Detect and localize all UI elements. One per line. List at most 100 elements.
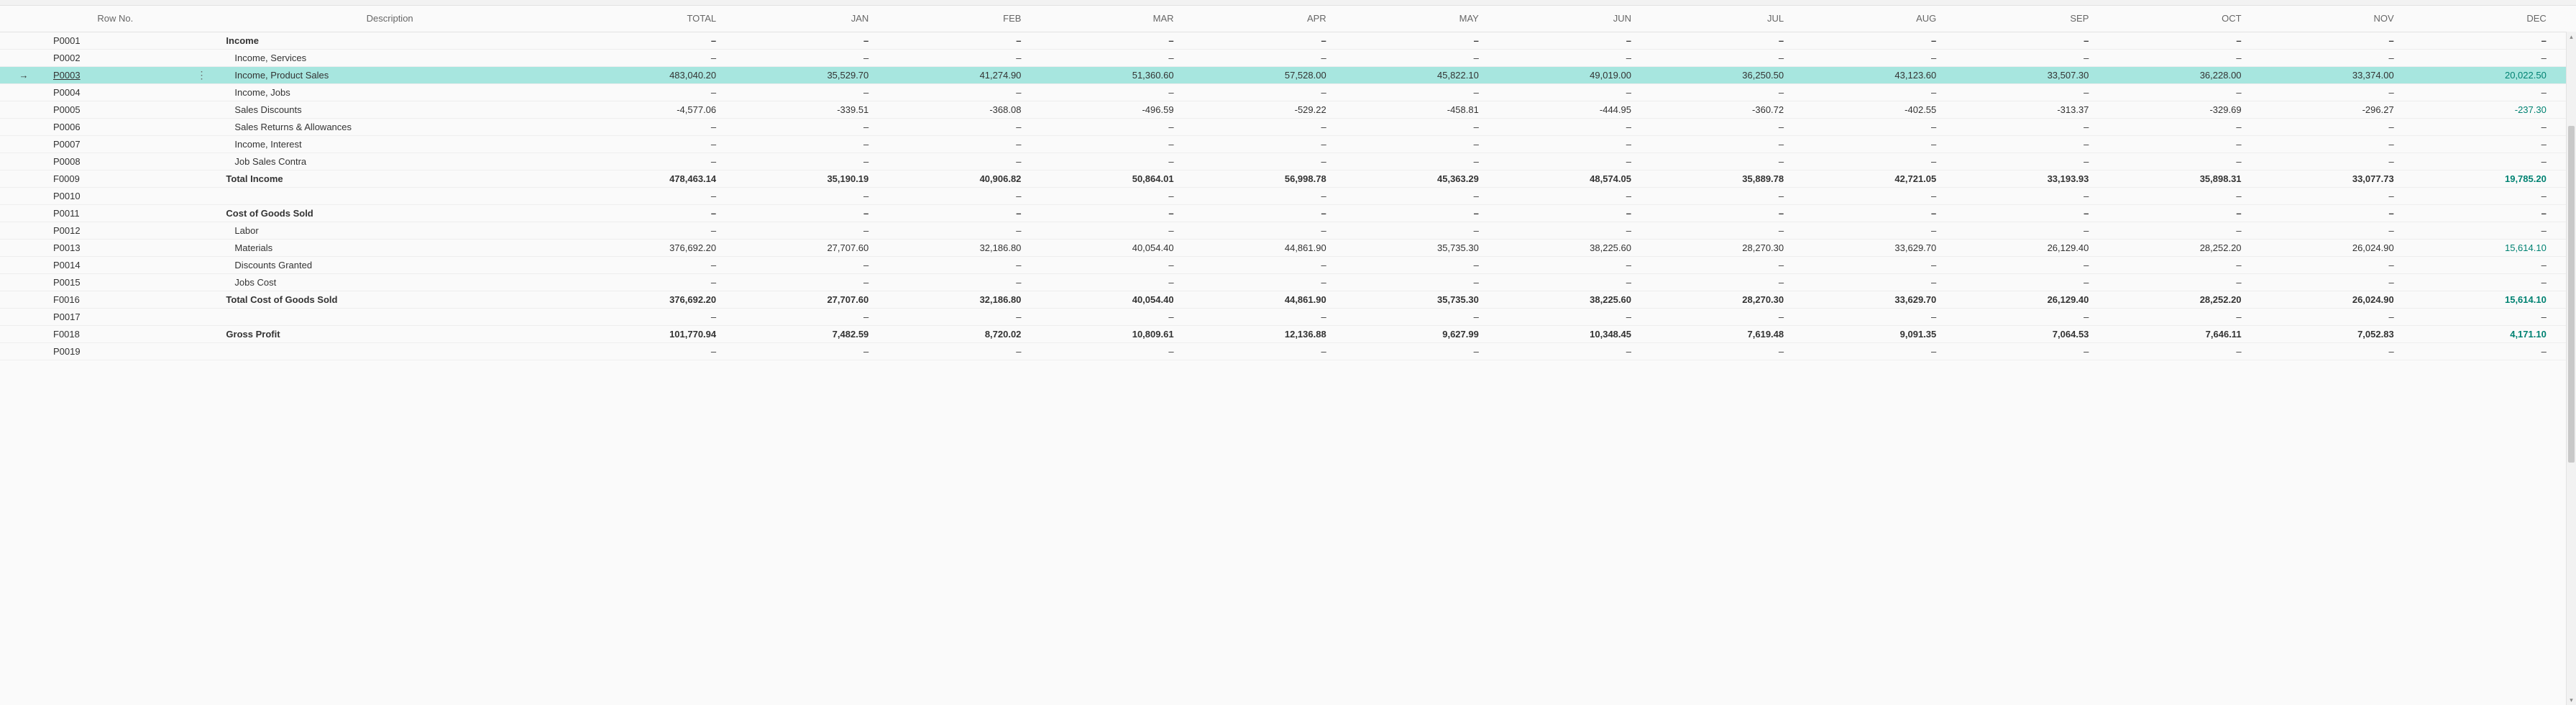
row-number[interactable]: P0015 — [47, 273, 183, 291]
cell-month[interactable]: – — [2094, 83, 2247, 101]
row-actions-menu-icon[interactable] — [183, 256, 221, 273]
cell-month[interactable]: 10,809.61 — [1027, 325, 1179, 342]
cell-month[interactable]: – — [2400, 273, 2552, 291]
table-row[interactable]: P0015Jobs Cost––––––––––––– — [0, 273, 2576, 291]
cell-month[interactable]: – — [2247, 83, 2400, 101]
cell-month[interactable]: 35,898.31 — [2094, 170, 2247, 187]
row-description[interactable]: Sales Discounts — [220, 101, 559, 118]
cell-month[interactable]: – — [1180, 49, 1332, 66]
cell-total[interactable]: – — [559, 342, 722, 360]
cell-month[interactable]: – — [1789, 222, 1942, 239]
cell-total[interactable]: 376,692.20 — [559, 239, 722, 256]
cell-month[interactable]: – — [1485, 83, 1637, 101]
cell-month[interactable]: – — [1637, 49, 1789, 66]
cell-month[interactable]: – — [722, 273, 874, 291]
cell-month[interactable]: 7,052.83 — [2247, 325, 2400, 342]
cell-month[interactable]: 32,186.80 — [874, 239, 1027, 256]
cell-month[interactable]: -402.55 — [1789, 101, 1942, 118]
cell-month[interactable]: -529.22 — [1180, 101, 1332, 118]
cell-month[interactable]: 35,529.70 — [722, 66, 874, 83]
cell-month[interactable]: 33,374.00 — [2247, 66, 2400, 83]
header-aug[interactable]: AUG — [1789, 6, 1942, 32]
cell-month[interactable]: – — [2400, 49, 2552, 66]
header-total[interactable]: TOTAL — [559, 6, 722, 32]
cell-month[interactable]: – — [722, 153, 874, 170]
row-description[interactable]: Jobs Cost — [220, 273, 559, 291]
cell-month[interactable]: – — [1180, 135, 1332, 153]
cell-month[interactable]: 35,190.19 — [722, 170, 874, 187]
row-number-link[interactable]: P0019 — [53, 346, 81, 357]
cell-month[interactable]: – — [1332, 83, 1485, 101]
row-number-link[interactable]: P0012 — [53, 225, 81, 236]
cell-month[interactable]: – — [1027, 308, 1179, 325]
table-row[interactable]: P0014Discounts Granted––––––––––––– — [0, 256, 2576, 273]
cell-month[interactable]: 43,123.60 — [1789, 66, 1942, 83]
row-number-link[interactable]: P0014 — [53, 260, 81, 270]
cell-month[interactable]: – — [2247, 118, 2400, 135]
row-description[interactable]: Discounts Granted — [220, 256, 559, 273]
cell-month[interactable]: – — [2247, 187, 2400, 204]
cell-month[interactable]: – — [874, 342, 1027, 360]
row-number[interactable]: P0013 — [47, 239, 183, 256]
cell-month[interactable]: 33,629.70 — [1789, 291, 1942, 308]
cell-month[interactable]: 45,363.29 — [1332, 170, 1485, 187]
cell-month[interactable]: – — [874, 118, 1027, 135]
cell-month[interactable]: -360.72 — [1637, 101, 1789, 118]
cell-month[interactable]: – — [1027, 273, 1179, 291]
row-number[interactable]: F0018 — [47, 325, 183, 342]
cell-total[interactable]: 101,770.94 — [559, 325, 722, 342]
cell-month[interactable]: – — [1789, 204, 1942, 222]
cell-month[interactable]: 44,861.90 — [1180, 291, 1332, 308]
cell-month[interactable]: – — [1637, 222, 1789, 239]
table-row[interactable]: P0011Cost of Goods Sold––––––––––––– — [0, 204, 2576, 222]
scroll-thumb[interactable] — [2568, 126, 2575, 463]
cell-month[interactable]: 38,225.60 — [1485, 291, 1637, 308]
table-row[interactable]: P0002Income, Services––––––––––––– — [0, 49, 2576, 66]
row-description[interactable] — [220, 308, 559, 325]
cell-month[interactable]: – — [1332, 118, 1485, 135]
cell-month[interactable]: – — [2247, 273, 2400, 291]
cell-month[interactable]: – — [2094, 204, 2247, 222]
row-number[interactable]: P0011 — [47, 204, 183, 222]
cell-month[interactable]: 20,022.50 — [2400, 66, 2552, 83]
cell-month[interactable]: -444.95 — [1485, 101, 1637, 118]
header-may[interactable]: MAY — [1332, 6, 1485, 32]
scroll-up-arrow-icon[interactable]: ▴ — [2567, 32, 2576, 42]
cell-month[interactable]: – — [1789, 273, 1942, 291]
cell-month[interactable]: – — [2400, 187, 2552, 204]
cell-total[interactable]: – — [559, 204, 722, 222]
cell-month[interactable]: – — [1485, 118, 1637, 135]
cell-month[interactable]: -339.51 — [722, 101, 874, 118]
cell-total[interactable]: 483,040.20 — [559, 66, 722, 83]
cell-month[interactable]: – — [1637, 204, 1789, 222]
cell-month[interactable]: 33,507.30 — [1942, 66, 2094, 83]
header-apr[interactable]: APR — [1180, 6, 1332, 32]
cell-total[interactable]: 478,463.14 — [559, 170, 722, 187]
cell-total[interactable]: – — [559, 222, 722, 239]
cell-month[interactable]: – — [1180, 308, 1332, 325]
cell-month[interactable]: – — [1180, 118, 1332, 135]
cell-month[interactable]: – — [1637, 273, 1789, 291]
cell-month[interactable]: 26,129.40 — [1942, 291, 2094, 308]
cell-month[interactable]: – — [2400, 204, 2552, 222]
row-description[interactable]: Gross Profit — [220, 325, 559, 342]
cell-month[interactable]: – — [1027, 204, 1179, 222]
header-description[interactable]: Description — [220, 6, 559, 32]
row-actions-menu-icon[interactable] — [183, 170, 221, 187]
cell-month[interactable]: – — [1942, 222, 2094, 239]
row-actions-menu-icon[interactable] — [183, 222, 221, 239]
cell-month[interactable]: 40,054.40 — [1027, 239, 1179, 256]
cell-month[interactable]: – — [1180, 273, 1332, 291]
cell-month[interactable]: 26,024.90 — [2247, 291, 2400, 308]
cell-month[interactable]: – — [722, 32, 874, 49]
cell-month[interactable]: – — [2094, 256, 2247, 273]
cell-month[interactable]: – — [874, 222, 1027, 239]
row-number-link[interactable]: P0005 — [53, 104, 81, 115]
cell-month[interactable]: – — [722, 118, 874, 135]
cell-month[interactable]: – — [1789, 135, 1942, 153]
cell-month[interactable]: – — [1332, 342, 1485, 360]
table-row[interactable]: F0018Gross Profit101,770.947,482.598,720… — [0, 325, 2576, 342]
cell-month[interactable]: – — [1027, 342, 1179, 360]
cell-month[interactable]: – — [722, 135, 874, 153]
row-actions-menu-icon[interactable]: ⋮ — [183, 66, 221, 83]
